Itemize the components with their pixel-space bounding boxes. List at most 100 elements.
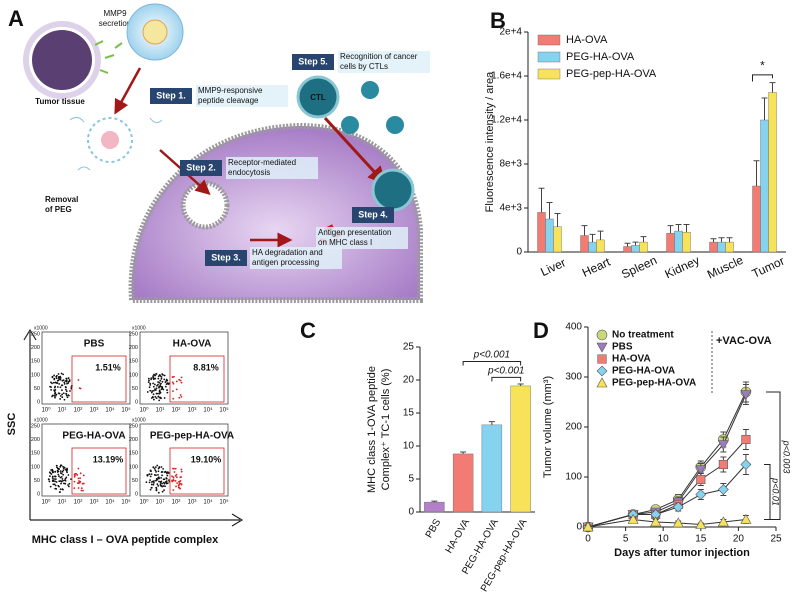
flow-dot bbox=[155, 486, 158, 489]
flow-dot bbox=[53, 381, 55, 384]
flow-x-tick: 10⁴ bbox=[203, 407, 213, 414]
flow-name: PEG-HA-OVA bbox=[62, 431, 125, 442]
annotation: p<0.003 bbox=[782, 440, 792, 474]
flow-dot-positive bbox=[171, 376, 174, 378]
flow-dot-positive bbox=[180, 395, 183, 398]
step-text: Antigen presentation bbox=[318, 228, 391, 237]
flow-dot bbox=[162, 481, 165, 484]
legend-label: No treatment bbox=[612, 330, 674, 341]
flow-dot bbox=[67, 474, 70, 476]
flow-dot-positive bbox=[172, 489, 175, 491]
flow-y-tick: 150 bbox=[31, 451, 40, 457]
flow-dot bbox=[62, 392, 65, 395]
flow-dot bbox=[53, 478, 55, 480]
significance-bracket bbox=[491, 376, 522, 382]
error-bar bbox=[538, 187, 545, 213]
flow-dot bbox=[50, 473, 53, 475]
bar bbox=[666, 233, 675, 253]
flow-dot bbox=[147, 377, 150, 380]
flow-name: PEG-pep-HA-OVA bbox=[150, 431, 234, 442]
legend-label: PEG-HA-OVA bbox=[566, 51, 635, 63]
flow-dot bbox=[166, 474, 169, 477]
flow-dot bbox=[159, 391, 162, 394]
flow-dot bbox=[154, 374, 156, 377]
step-text: MMP9-responsive bbox=[198, 86, 263, 95]
flow-dot-positive bbox=[171, 475, 173, 478]
flow-y-label: SSC bbox=[6, 413, 18, 436]
flow-dot bbox=[58, 475, 60, 478]
flow-multiplier: x1000 bbox=[132, 417, 146, 423]
flow-dot bbox=[63, 482, 65, 485]
y-tick-label: 0 bbox=[516, 247, 522, 258]
flow-x-tick: 10⁵ bbox=[121, 499, 131, 506]
flow-dot bbox=[51, 470, 54, 473]
flow-dot bbox=[158, 466, 161, 468]
step-text: on MHC class I bbox=[318, 238, 372, 247]
flow-dot bbox=[58, 491, 61, 494]
flow-dot bbox=[157, 395, 160, 398]
flow-dot bbox=[155, 397, 158, 400]
flow-dot bbox=[54, 484, 57, 487]
flow-dot bbox=[160, 388, 163, 391]
flow-dot bbox=[62, 473, 65, 476]
flow-dot-positive bbox=[172, 467, 174, 470]
flow-dot bbox=[158, 396, 161, 399]
flow-dot bbox=[50, 388, 52, 391]
flow-percent: 13.19% bbox=[93, 454, 124, 464]
bar bbox=[623, 246, 632, 253]
flow-dot bbox=[150, 378, 152, 381]
flow-dot bbox=[157, 392, 159, 395]
error-bar bbox=[726, 237, 733, 243]
ctl-label: CTL bbox=[310, 93, 326, 102]
flow-dot bbox=[48, 480, 51, 483]
flow-dot bbox=[59, 464, 62, 467]
flow-dot bbox=[63, 381, 66, 384]
y-axis-label: Fluorescence intensity / area bbox=[484, 71, 496, 213]
flow-dot bbox=[48, 475, 51, 478]
marker bbox=[582, 521, 594, 532]
flow-y-tick: 100 bbox=[129, 464, 138, 470]
flow-dot bbox=[148, 379, 150, 382]
flow-dot bbox=[154, 389, 157, 391]
flow-x-tick: 10⁴ bbox=[105, 499, 115, 506]
panel-label: D bbox=[533, 318, 549, 343]
error-bar bbox=[769, 82, 776, 93]
flow-dot bbox=[151, 390, 154, 392]
flow-dot-positive bbox=[172, 390, 174, 393]
flow-dot-positive bbox=[175, 473, 178, 476]
flow-dot bbox=[154, 466, 157, 469]
flow-dot bbox=[65, 386, 67, 389]
bar bbox=[674, 230, 683, 253]
flow-dot bbox=[166, 482, 169, 485]
flow-dot-positive bbox=[78, 482, 81, 484]
legend-swatch bbox=[537, 34, 561, 46]
flow-dot bbox=[166, 389, 168, 391]
bar bbox=[682, 231, 691, 253]
flow-dot-positive bbox=[80, 487, 83, 490]
flow-dot bbox=[156, 483, 159, 486]
bar bbox=[424, 501, 445, 513]
step-text-bg bbox=[250, 247, 342, 269]
x-tick-label: 20 bbox=[733, 534, 745, 545]
flow-dot bbox=[55, 393, 58, 396]
flow-dot bbox=[54, 487, 57, 490]
flow-dot bbox=[158, 386, 160, 388]
flow-y-tick: 50 bbox=[132, 478, 138, 484]
flow-x-tick: 10⁴ bbox=[105, 407, 115, 414]
flow-dot bbox=[149, 475, 152, 478]
flow-dot-positive bbox=[80, 489, 83, 492]
flow-dot-positive bbox=[175, 388, 178, 391]
flow-dot bbox=[64, 477, 67, 480]
bar bbox=[596, 239, 605, 253]
flow-dot bbox=[149, 384, 152, 386]
flow-dot bbox=[153, 383, 156, 386]
flow-dot bbox=[163, 378, 166, 381]
flow-dot bbox=[59, 398, 62, 400]
flow-dot bbox=[146, 391, 149, 393]
flow-dot bbox=[159, 484, 162, 487]
flow-dot-positive bbox=[179, 482, 181, 485]
flow-x-label: MHC class I – OVA peptide complex bbox=[32, 534, 219, 546]
flow-multiplier: x1000 bbox=[34, 417, 48, 423]
